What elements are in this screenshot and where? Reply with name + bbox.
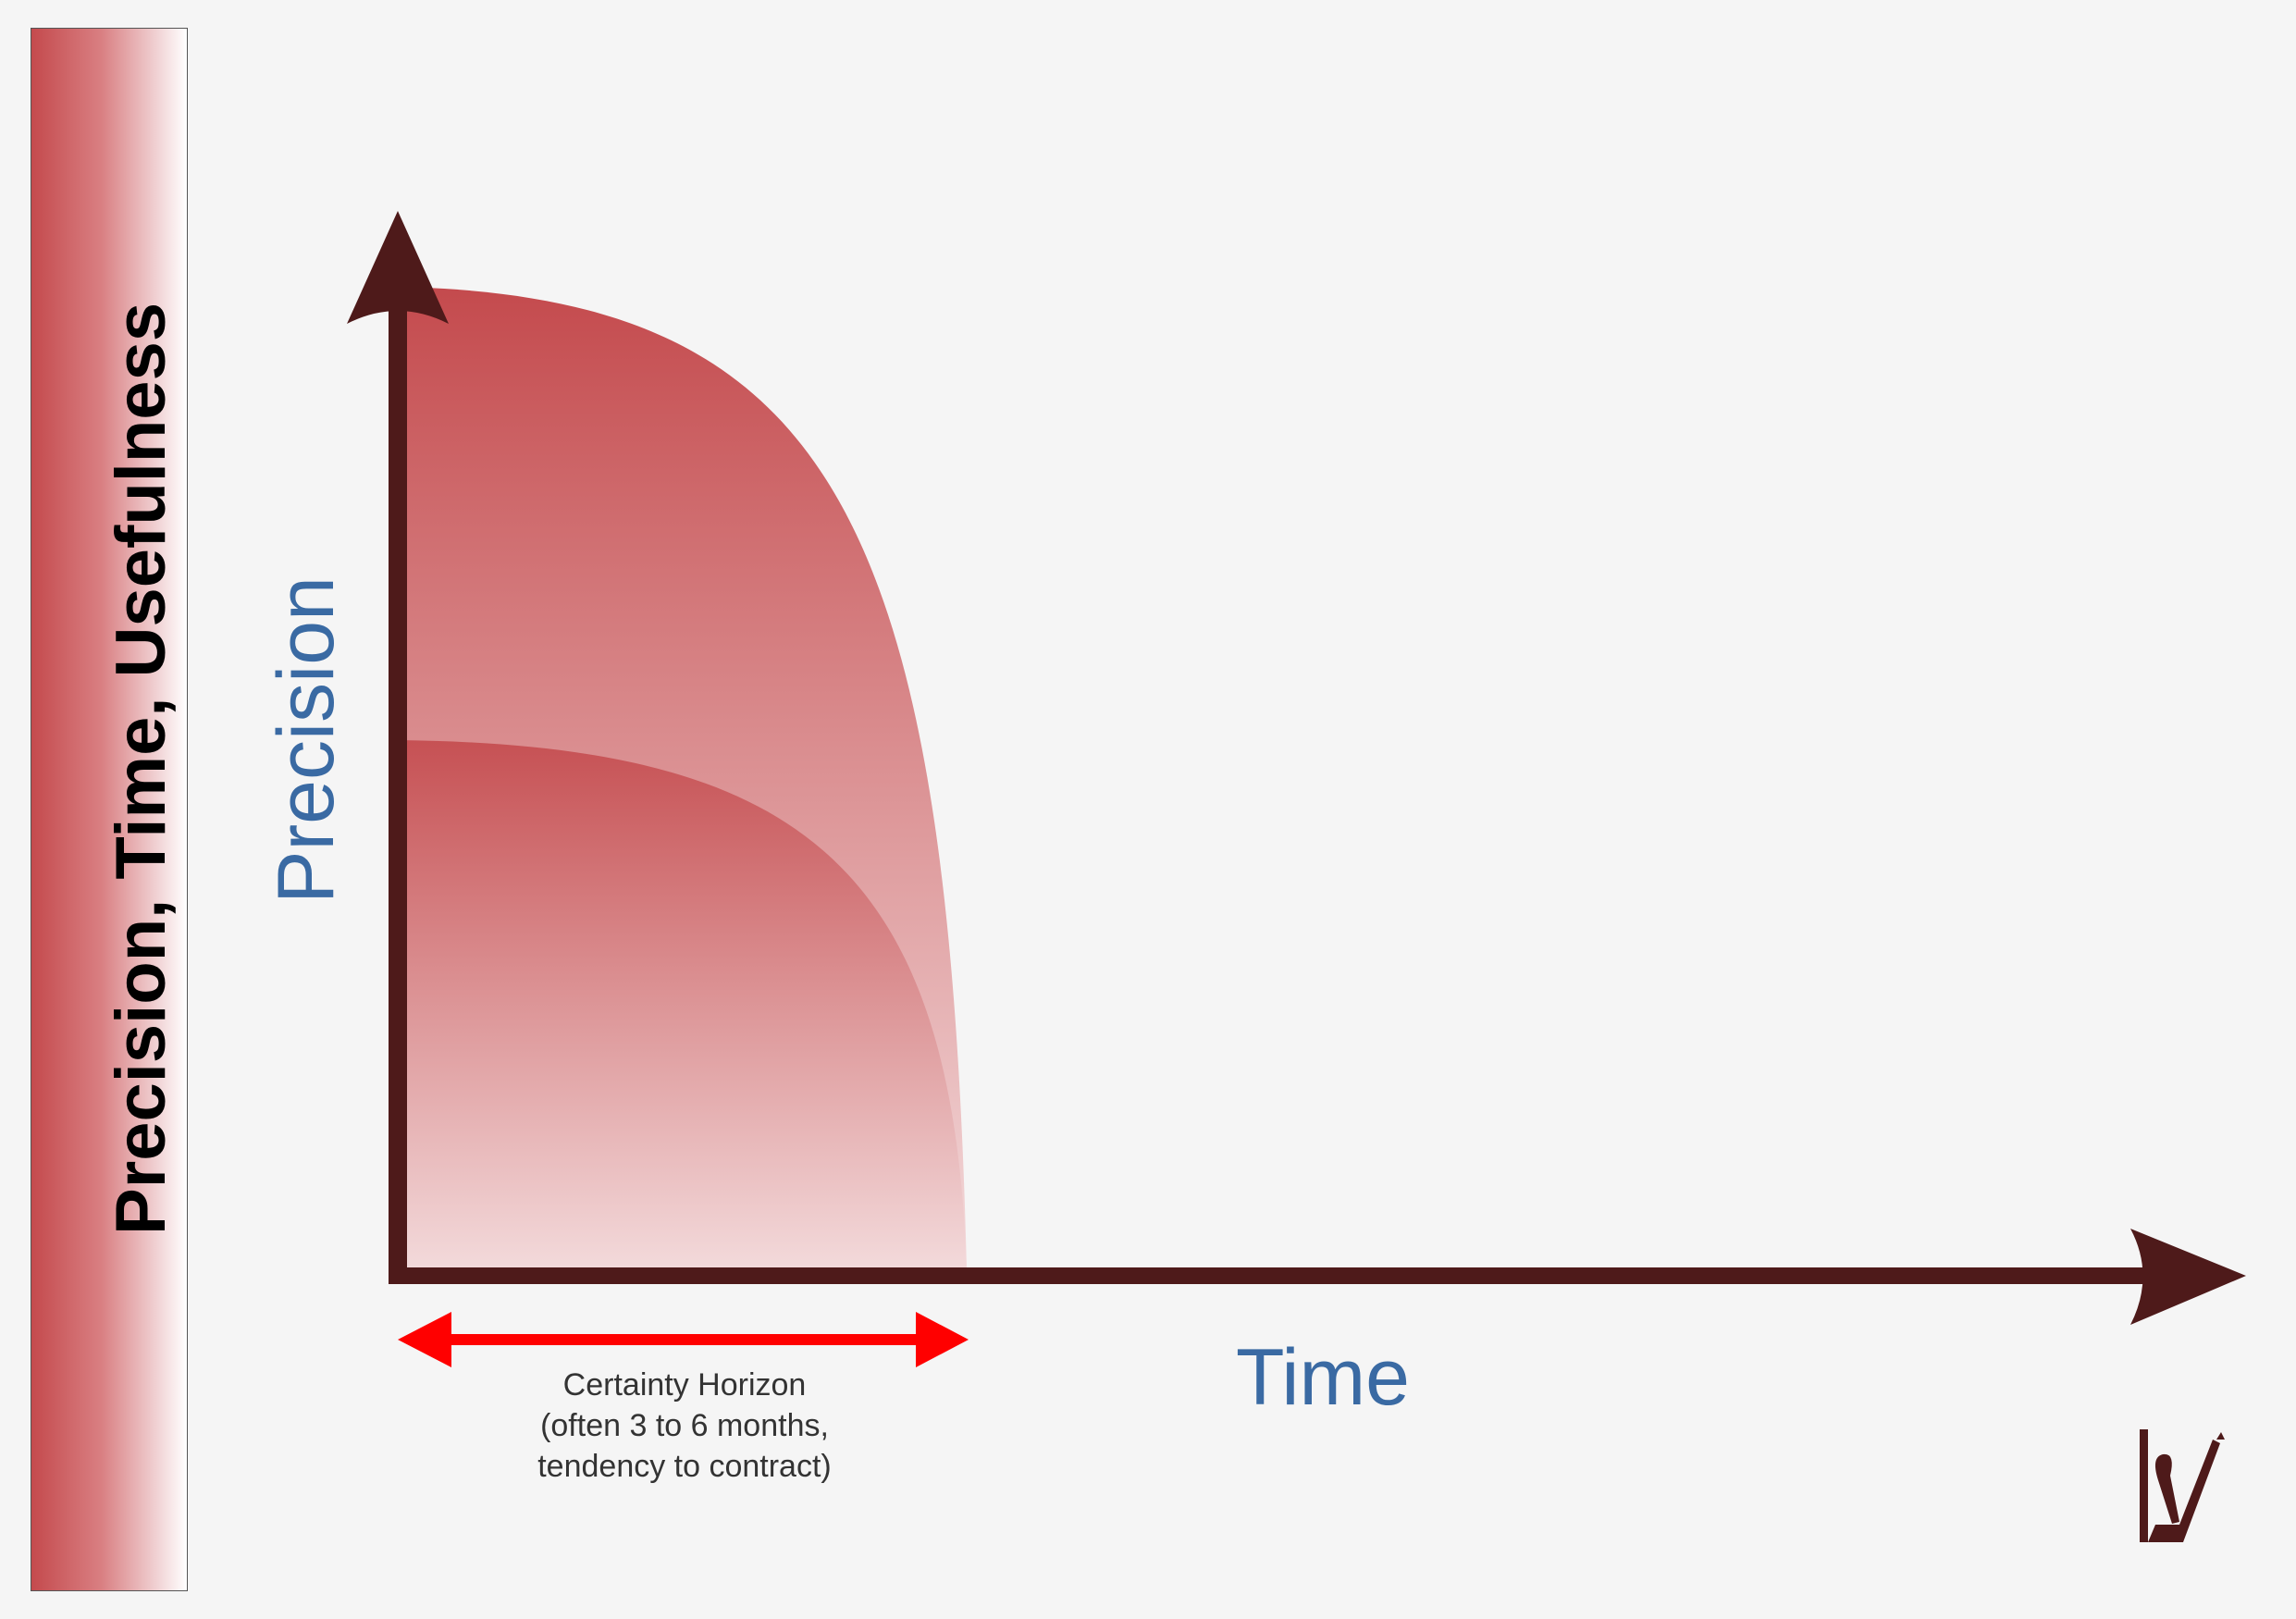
certainty-horizon-arrow xyxy=(398,1312,969,1367)
y-axis-label: Precision xyxy=(262,576,351,904)
x-axis-label: Time xyxy=(1236,1333,1410,1422)
certainty-horizon-note-2: tendency to contract) xyxy=(537,1449,832,1484)
sidebar-banner xyxy=(31,28,188,1591)
y-axis-arrowhead xyxy=(347,211,449,324)
y-axis-line xyxy=(389,278,407,1284)
x-axis-line xyxy=(389,1267,2165,1284)
x-axis-arrowhead xyxy=(2130,1229,2246,1325)
lv-logo-icon xyxy=(2140,1429,2225,1542)
inner-precision-area xyxy=(398,740,967,1270)
certainty-horizon-note-1: (often 3 to 6 months, xyxy=(540,1408,829,1443)
certainty-horizon-title: Certainty Horizon xyxy=(563,1367,807,1403)
